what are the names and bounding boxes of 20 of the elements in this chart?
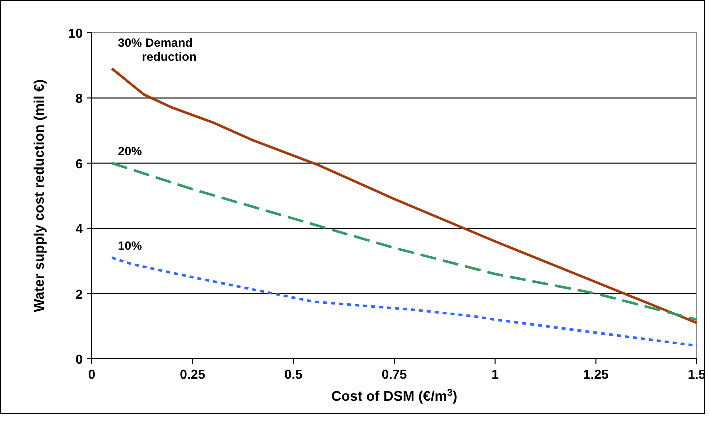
y-axis-title: Water supply cost reduction (mil €): [31, 80, 47, 312]
y-tick-label: 4: [76, 222, 84, 237]
line-series: [110, 256, 698, 348]
y-tick-label: 10: [68, 26, 83, 41]
y-tick-label: 2: [76, 286, 83, 302]
y-tick-label: 0: [76, 352, 83, 367]
line-series: [110, 68, 698, 324]
line-series: [110, 162, 698, 322]
x-tick-label: 0.25: [180, 367, 206, 382]
x-axis-title: Cost of DSM (€/m$^{3}$): [331, 388, 458, 404]
x-tick-label: 1: [492, 367, 499, 382]
y-tick-label: 8: [76, 91, 83, 106]
series-label: 30% Demand reduction: [118, 36, 197, 64]
x-tick-label: 0.5: [284, 367, 303, 382]
x-tick-label: 0.75: [382, 367, 408, 382]
series-label: 20%: [118, 144, 143, 158]
x-tick-label: 1.25: [584, 367, 609, 382]
y-tick-label: 6: [76, 156, 83, 172]
x-tick-label: 0: [88, 367, 96, 382]
series-label: 10%: [118, 238, 143, 253]
